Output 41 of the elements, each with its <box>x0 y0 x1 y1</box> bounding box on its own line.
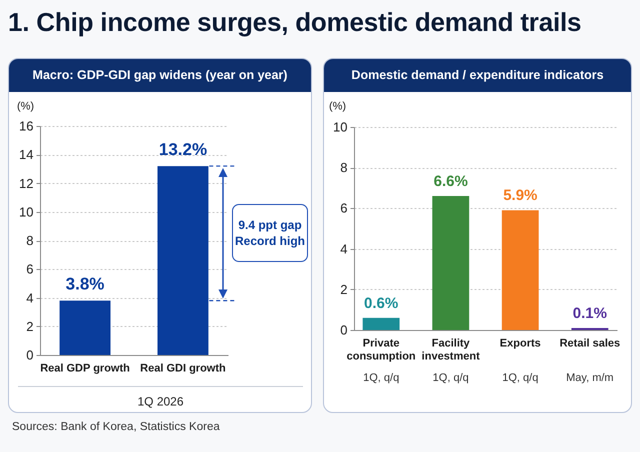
data-label: 3.8% <box>66 274 104 294</box>
chart-title: Macro: GDP-GDI gap widens (year on year) <box>9 59 311 92</box>
x-tick-label: Facility investment <box>422 338 480 362</box>
y-tick-label: 10 <box>333 120 348 134</box>
y-tick-label: 6 <box>340 200 348 216</box>
x-tick-label: Exports <box>500 338 541 350</box>
text: 1. Chip income surges, domestic demand trails <box>8 7 582 38</box>
x-tick-label: Retail sales <box>560 338 620 350</box>
y-tick-label: 2 <box>340 282 348 297</box>
bar <box>502 210 539 330</box>
data-label: 0.6% <box>364 294 398 312</box>
y-tick-label: 2 <box>26 318 34 334</box>
y-tick-label: 0 <box>340 322 348 338</box>
y-tick-label: 16 <box>19 118 34 134</box>
y-tick-label: 8 <box>340 160 348 176</box>
x-tick-label: Real GDP growth <box>40 362 130 374</box>
chart-title: Domestic demand / expenditure indicators <box>324 59 631 92</box>
text: 1Q, q/q <box>363 372 400 384</box>
bar <box>432 196 470 330</box>
text: 1Q, q/q <box>502 372 538 384</box>
bar <box>362 318 400 330</box>
y-tick-label: 10 <box>19 204 34 220</box>
y-tick-label: 4 <box>340 241 348 256</box>
x-axis-title: 1Q 2026 <box>137 394 184 408</box>
x-tick-label: Real GDI growth <box>140 362 226 374</box>
data-label: 6.6% <box>434 173 468 190</box>
y-tick-label: 12 <box>19 176 34 191</box>
source-note: Sources: Bank of Korea, Statistics Korea <box>12 421 220 433</box>
x-tick-label: Private consumption <box>346 338 416 362</box>
y-tick-label: 14 <box>19 147 34 162</box>
y-tick-label: 4 <box>26 290 34 306</box>
y-axis-title: (%) <box>328 100 346 112</box>
data-label: 0.1% <box>572 304 607 322</box>
data-label: 5.9% <box>503 187 538 204</box>
text: 1Q, q/q <box>432 372 469 384</box>
y-axis-title: (%) <box>16 100 34 112</box>
y-tick-label: 8 <box>26 233 34 248</box>
y-tick-label: 0 <box>26 348 34 362</box>
text: May, m/m <box>566 372 614 384</box>
y-tick-label: 6 <box>26 262 34 277</box>
data-label: 13.2% <box>158 140 208 160</box>
